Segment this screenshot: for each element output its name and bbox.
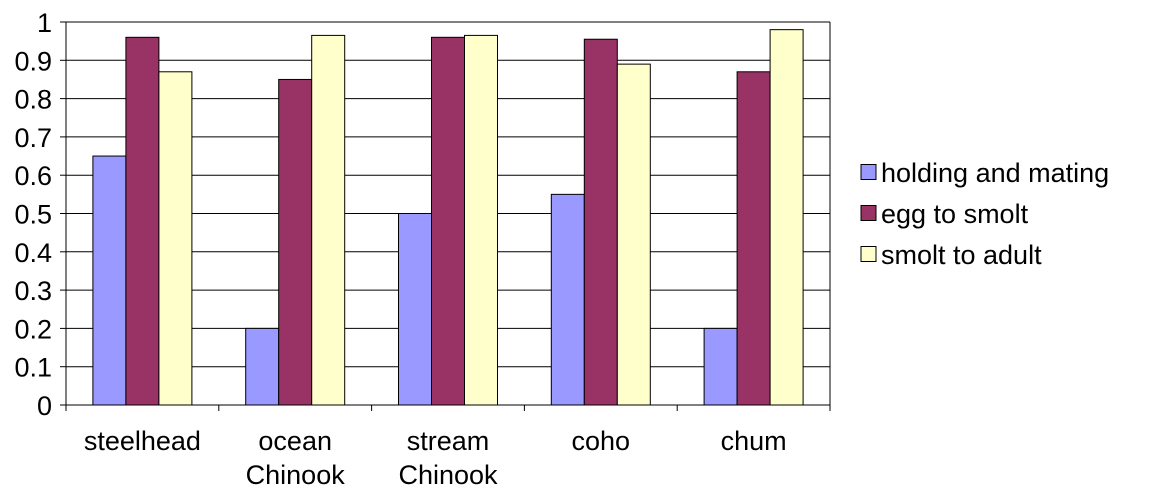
y-tick-label: 0.6 <box>14 161 52 191</box>
y-tick-label: 0.2 <box>14 314 52 344</box>
y-tick-label: 0.9 <box>14 46 52 76</box>
y-tick-label: 0 <box>37 391 52 421</box>
y-tick-label: 0.5 <box>14 200 52 230</box>
x-tick-label: ocean <box>258 426 332 456</box>
legend-swatch <box>860 205 877 221</box>
bar-smolt-to-adult-2 <box>464 34 498 406</box>
bar-holding-and-mating-4 <box>703 327 738 406</box>
y-axis-labels: 0 0.1 0.2 0.3 0.4 0.5 0.6 0.7 0.8 0.9 1 <box>14 8 52 421</box>
bar-egg-to-smolt-4 <box>736 71 771 406</box>
x-tick-label: chum <box>721 426 787 456</box>
bar-egg-to-smolt-1 <box>278 78 313 406</box>
y-tick-label: 0.8 <box>14 85 52 115</box>
legend-label: smolt to adult <box>881 240 1042 270</box>
x-tick-label: stream <box>407 426 490 456</box>
bar-egg-to-smolt-2 <box>431 36 465 406</box>
bar-holding-and-mating-2 <box>398 213 432 406</box>
bar-smolt-to-adult-4 <box>769 29 804 406</box>
legend-label: egg to smolt <box>881 199 1029 229</box>
axes <box>60 21 831 411</box>
legend-label: holding and mating <box>881 158 1109 188</box>
y-tick-label: 1 <box>37 8 52 38</box>
x-tick-label: Chinook <box>398 460 498 490</box>
bar-holding-and-mating-1 <box>245 327 280 406</box>
x-tick-label: coho <box>572 426 631 456</box>
bar-smolt-to-adult-3 <box>616 63 651 406</box>
x-axis-labels: steelhead ocean Chinook stream Chinook coho ch… <box>84 426 787 490</box>
y-tick-label: 0.3 <box>14 276 52 306</box>
y-tick-label: 0.7 <box>14 123 52 153</box>
y-tick-label: 0.1 <box>14 353 52 383</box>
x-tick-label: steelhead <box>84 426 201 456</box>
y-tick-label: 0.4 <box>14 238 52 268</box>
bar-egg-to-smolt-3 <box>583 38 618 406</box>
bar-smolt-to-adult-1 <box>311 34 346 406</box>
bars <box>92 29 804 406</box>
x-tick-label: Chinook <box>246 460 346 490</box>
bar-egg-to-smolt-0 <box>125 36 160 406</box>
bar-holding-and-mating-0 <box>92 155 127 406</box>
legend-swatch <box>860 246 877 262</box>
bar-holding-and-mating-3 <box>550 193 585 406</box>
legend-swatch <box>860 164 877 180</box>
bar-smolt-to-adult-0 <box>158 71 193 406</box>
legend: holding and mating egg to smolt smolt to a… <box>860 158 1109 270</box>
